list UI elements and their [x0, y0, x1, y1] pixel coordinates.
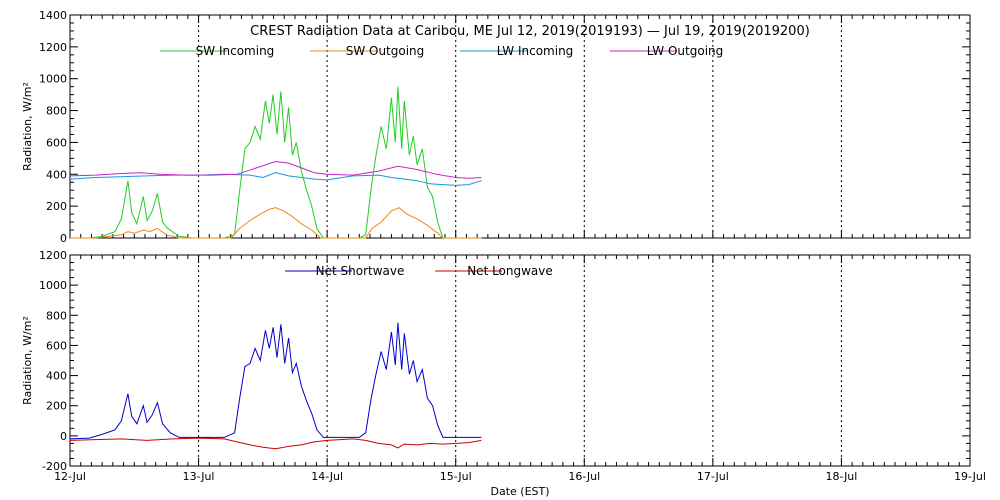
top-ytick-label: 1400	[39, 9, 67, 22]
x-tick-label: 18-Jul	[825, 470, 857, 483]
top-series-lw-incoming	[69, 172, 482, 186]
bottom-legend-label: Net Longwave	[467, 264, 553, 278]
top-ytick-label: 0	[60, 232, 67, 245]
top-y-axis-label: Radiation, W/m²	[21, 82, 34, 171]
bottom-ytick-label: 600	[46, 339, 67, 352]
x-tick-label: 17-Jul	[697, 470, 729, 483]
bottom-y-axis-label: Radiation, W/m²	[21, 316, 34, 405]
top-ytick-label: 1200	[39, 41, 67, 54]
bottom-ytick-label: 1200	[39, 249, 67, 262]
top-legend-label: LW Outgoing	[647, 44, 724, 58]
bottom-plot-frame	[69, 254, 971, 467]
x-tick-label: 13-Jul	[183, 470, 215, 483]
x-axis-label: Date (EST)	[490, 485, 549, 498]
top-series-sw-incoming	[70, 86, 482, 239]
top-ytick-label: 1000	[39, 73, 67, 86]
bottom-ytick-label: 0	[60, 430, 67, 443]
bottom-panel-net: -200 0 200 400 600 800 1000 1200 Radiation, W/m²…	[21, 249, 986, 498]
bottom-legend-label: Net Shortwave	[316, 264, 405, 278]
top-legend-label: LW Incoming	[497, 44, 574, 58]
bottom-ytick-label: 200	[46, 400, 67, 413]
bottom-series-net-shortwave	[69, 322, 482, 440]
top-ytick-label: 200	[46, 200, 67, 213]
top-series-lw-outgoing	[69, 160, 482, 179]
top-series-sw-outgoing	[70, 207, 482, 239]
top-ytick-label: 600	[46, 136, 67, 149]
bottom-ytick-label: 400	[46, 370, 67, 383]
top-legend-label: SW Outgoing	[346, 44, 425, 58]
x-tick-label: 12-Jul	[54, 470, 86, 483]
x-tick-label: 14-Jul	[311, 470, 343, 483]
bottom-series-net-longwave	[69, 437, 482, 450]
top-chart-title: CREST Radiation Data at Caribou, ME Jul …	[250, 24, 810, 39]
bottom-ytick-label: 1000	[39, 279, 67, 292]
top-panel-sw-lw: 0 200 400 600 800 1000 1200 1400 Radiation, W/m²…	[21, 9, 971, 245]
x-tick-label: 15-Jul	[440, 470, 472, 483]
top-ytick-label: 800	[46, 105, 67, 118]
top-plot-frame	[69, 14, 971, 239]
x-tick-label: 16-Jul	[568, 470, 600, 483]
bottom-ytick-label: -200	[42, 460, 67, 473]
top-legend-label: SW Incoming	[196, 44, 275, 58]
top-ytick-label: 400	[46, 168, 67, 181]
x-tick-label: 19-Jul	[954, 470, 986, 483]
bottom-ytick-label: 800	[46, 309, 67, 322]
